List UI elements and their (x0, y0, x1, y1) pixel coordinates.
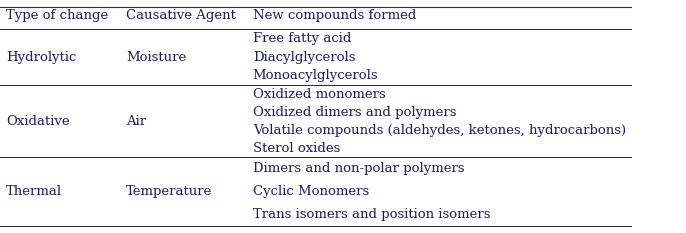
Text: New compounds formed: New compounds formed (252, 9, 416, 22)
Text: Trans isomers and position isomers: Trans isomers and position isomers (252, 208, 490, 221)
Text: Thermal: Thermal (6, 185, 62, 198)
Text: Air: Air (126, 115, 147, 128)
Text: Volatile compounds (aldehydes, ketones, hydrocarbons): Volatile compounds (aldehydes, ketones, … (252, 124, 626, 137)
Text: Oxidized dimers and polymers: Oxidized dimers and polymers (252, 106, 456, 119)
Text: Free fatty acid: Free fatty acid (252, 32, 351, 45)
Text: Type of change: Type of change (6, 9, 108, 22)
Text: Causative Agent: Causative Agent (126, 9, 236, 22)
Text: Oxidative: Oxidative (6, 115, 70, 128)
Text: Moisture: Moisture (126, 51, 187, 64)
Text: Dimers and non-polar polymers: Dimers and non-polar polymers (252, 162, 464, 175)
Text: Cyclic Monomers: Cyclic Monomers (252, 185, 369, 198)
Text: Oxidized monomers: Oxidized monomers (252, 88, 386, 101)
Text: Monoacylglycerols: Monoacylglycerols (252, 69, 379, 82)
Text: Sterol oxides: Sterol oxides (252, 142, 340, 155)
Text: Temperature: Temperature (126, 185, 213, 198)
Text: Hydrolytic: Hydrolytic (6, 51, 77, 64)
Text: Diacylglycerols: Diacylglycerols (252, 51, 355, 64)
